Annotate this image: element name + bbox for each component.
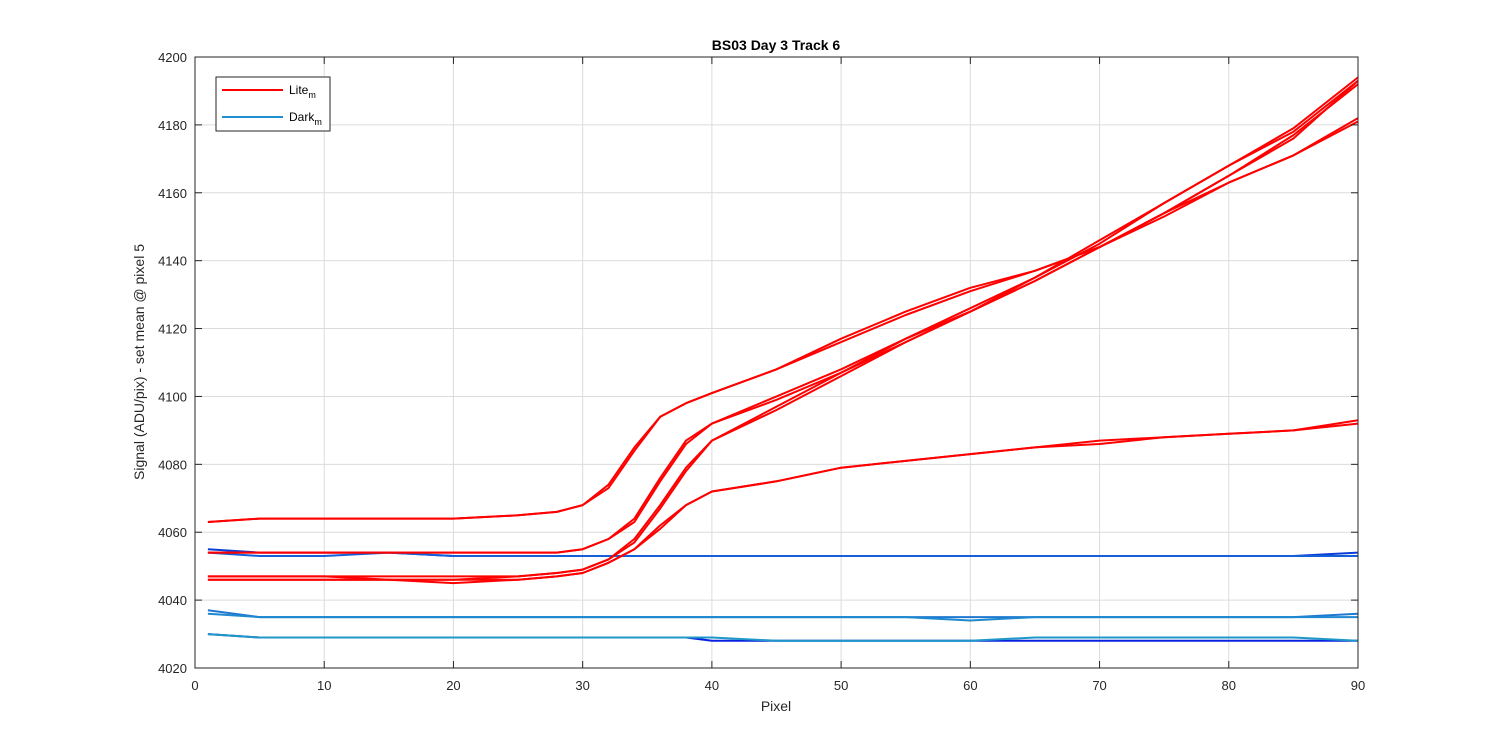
- legend-box: [215, 76, 331, 132]
- plot-area: [195, 57, 1358, 668]
- plot-frame: [194, 56, 1359, 669]
- series-line-lite-7: [207, 419, 1359, 585]
- series-line-dark-9: [207, 551, 1358, 557]
- y-tick-label: 4040: [158, 593, 187, 608]
- x-tick-label: 60: [963, 678, 977, 693]
- x-tick-label: 30: [575, 678, 589, 693]
- series-line-lite-4: [207, 80, 1359, 578]
- series-line-dark-11: [207, 612, 1358, 622]
- x-tick-label: 40: [705, 678, 719, 693]
- x-tick-label: 90: [1351, 678, 1365, 693]
- y-tick-label: 4020: [158, 661, 187, 676]
- y-tick-label: 4060: [158, 525, 187, 540]
- y-tick-label: 4180: [158, 118, 187, 133]
- x-tick-label: 70: [1092, 678, 1106, 693]
- chart-title: BS03 Day 3 Track 6: [712, 37, 841, 53]
- legend: Litem Darkm: [215, 76, 331, 132]
- x-tick-label: 80: [1222, 678, 1236, 693]
- x-tick-label: 50: [834, 678, 848, 693]
- y-tick-label: 4100: [158, 389, 187, 404]
- series-line-dark-13: [207, 633, 1359, 642]
- y-tick-label: 4120: [158, 322, 187, 337]
- x-tick-label: 10: [317, 678, 331, 693]
- x-tick-label: 20: [446, 678, 460, 693]
- series-line-lite-3: [207, 120, 1359, 554]
- series-layer: [207, 76, 1359, 642]
- x-axis-label: Pixel: [761, 698, 791, 714]
- legend-label-dark: Darkm: [289, 110, 322, 127]
- legend-label-lite: Litem: [289, 83, 316, 100]
- y-tick-label: 4160: [158, 186, 187, 201]
- x-tick-label: 0: [191, 678, 198, 693]
- axis-ticks: 0 10 20 30 40 50 60 70 80 90 4020 4040 4060 4080 4100 4…: [158, 50, 1365, 693]
- y-tick-label: 4140: [158, 254, 187, 269]
- y-tick-label: 4200: [158, 50, 187, 65]
- y-tick-label: 4080: [158, 457, 187, 472]
- y-axis-label: Signal (ADU/pix) - set mean @ pixel 5: [131, 244, 147, 480]
